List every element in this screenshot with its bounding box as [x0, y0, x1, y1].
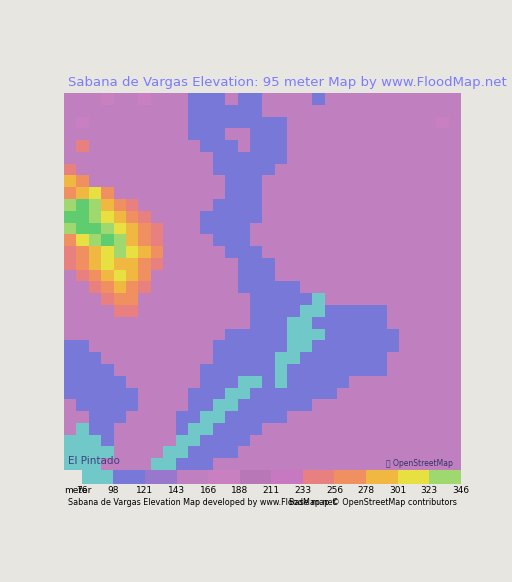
Bar	[303, 470, 334, 484]
Bar	[145, 470, 177, 484]
Bar	[398, 470, 429, 484]
Bar	[177, 470, 208, 484]
Text: meter: meter	[64, 486, 91, 495]
Text: 143: 143	[168, 486, 185, 495]
Bar	[240, 470, 271, 484]
Text: 121: 121	[137, 486, 154, 495]
Text: 98: 98	[108, 486, 119, 495]
Text: Base map © OpenStreetMap contributors: Base map © OpenStreetMap contributors	[289, 498, 457, 506]
Text: 166: 166	[200, 486, 217, 495]
Text: 323: 323	[421, 486, 438, 495]
Text: Sabana de Vargas Elevation Map developed by www.FloodMap.net: Sabana de Vargas Elevation Map developed…	[68, 498, 335, 506]
Text: 🔍 OpenStreetMap: 🔍 OpenStreetMap	[386, 459, 453, 468]
Bar	[208, 470, 240, 484]
Text: 76: 76	[76, 486, 88, 495]
Text: 346: 346	[452, 486, 470, 495]
Text: 278: 278	[357, 486, 375, 495]
Text: Sabana de Vargas Elevation: 95 meter Map by www.FloodMap.net (beta): Sabana de Vargas Elevation: 95 meter Map…	[68, 76, 512, 89]
Bar	[114, 470, 145, 484]
Text: 233: 233	[294, 486, 311, 495]
Bar	[429, 470, 461, 484]
Text: 211: 211	[263, 486, 280, 495]
Text: 256: 256	[326, 486, 343, 495]
Bar	[82, 470, 114, 484]
Bar	[366, 470, 398, 484]
Text: 301: 301	[389, 486, 406, 495]
Text: 188: 188	[231, 486, 248, 495]
Bar	[271, 470, 303, 484]
Text: El Pintado: El Pintado	[68, 456, 120, 466]
Bar	[334, 470, 366, 484]
